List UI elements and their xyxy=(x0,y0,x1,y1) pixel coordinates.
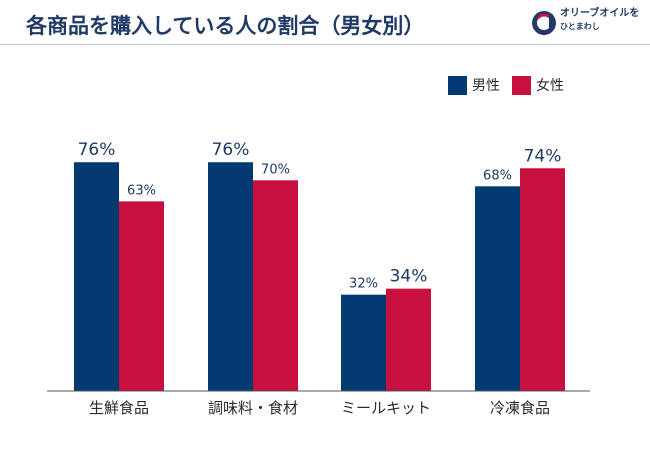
value-label-male-0: 76% xyxy=(78,140,116,160)
brand-logo[interactable]: オリーブオイルを ひとまわし xyxy=(530,7,642,39)
category-label-0: 生鮮食品 xyxy=(89,399,149,417)
title-divider xyxy=(0,44,650,45)
legend-swatch-male xyxy=(448,75,467,95)
olive-o-logo-icon xyxy=(532,11,556,35)
bar-female-0 xyxy=(119,201,164,391)
bar-male-1 xyxy=(208,162,253,391)
value-label-female-0: 63% xyxy=(127,183,156,198)
value-label-male-3: 68% xyxy=(483,168,512,183)
category-label-3: 冷凍食品 xyxy=(490,399,550,417)
value-label-female-3: 74% xyxy=(524,146,562,166)
legend-swatch-female xyxy=(512,75,531,95)
category-label-2: ミールキット xyxy=(341,399,431,417)
bar-male-3 xyxy=(475,186,520,391)
legend-item-male: 男性 xyxy=(448,75,500,95)
chart-legend: 男性 女性 xyxy=(448,75,564,95)
bar-female-2 xyxy=(386,288,431,391)
value-label-male-1: 76% xyxy=(212,140,250,160)
value-label-male-2: 32% xyxy=(349,277,378,292)
logo-text-line2: ひとまわし xyxy=(560,22,600,31)
value-label-female-1: 70% xyxy=(261,162,290,177)
legend-item-female: 女性 xyxy=(512,75,564,95)
bar-female-3 xyxy=(520,168,565,391)
chart-title: 各商品を購入している人の割合（男女別） xyxy=(26,14,425,38)
bar-male-0 xyxy=(74,162,119,391)
bar-female-1 xyxy=(253,180,298,391)
value-label-female-2: 34% xyxy=(390,267,428,287)
legend-label-female: 女性 xyxy=(536,78,564,94)
legend-label-male: 男性 xyxy=(472,78,500,94)
bar-male-2 xyxy=(341,294,386,391)
category-label-1: 調味料・食材 xyxy=(208,399,298,417)
logo-text-line1: オリーブオイルを xyxy=(560,8,640,19)
